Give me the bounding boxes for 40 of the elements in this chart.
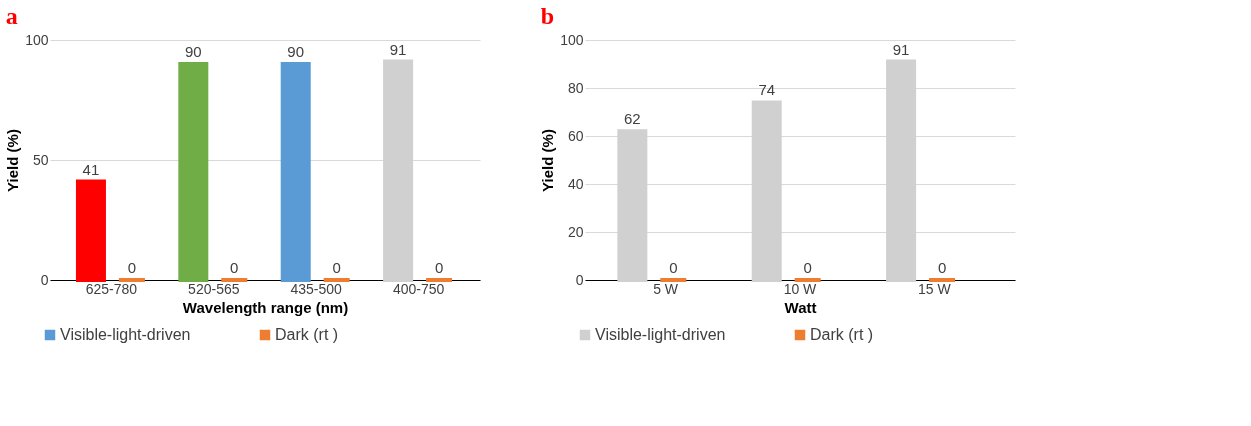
x-tick-label: 5 W bbox=[653, 280, 679, 297]
data-label: 0 bbox=[803, 259, 812, 276]
x-axis-title: Wavelength range (nm) bbox=[182, 298, 349, 316]
data-label: 0 bbox=[434, 259, 444, 276]
data-label: 0 bbox=[332, 259, 341, 276]
x-axis-title: Watt bbox=[784, 298, 817, 316]
y-tick-label: 100 bbox=[25, 31, 49, 48]
x-tick-label: 10 W bbox=[783, 280, 818, 297]
y-tick-label: 60 bbox=[567, 127, 584, 144]
y-tick-label: 100 bbox=[560, 31, 584, 48]
data-label: 0 bbox=[127, 259, 137, 276]
data-label: 0 bbox=[669, 259, 678, 276]
chart-title: a bbox=[5, 3, 18, 29]
y-axis-title: Yield (%) bbox=[4, 129, 22, 192]
data-label: 74 bbox=[758, 81, 776, 99]
x-tick-label: 15 W bbox=[918, 280, 952, 297]
data-label: 91 bbox=[892, 40, 910, 58]
x-tick-label: 625-780 bbox=[85, 280, 138, 297]
y-tick-label: 20 bbox=[567, 223, 584, 240]
y-tick-label: 0 bbox=[575, 271, 584, 288]
chart-title: b bbox=[540, 3, 554, 29]
data-label: 90 bbox=[287, 43, 305, 60]
x-tick-label: 400-750 bbox=[392, 280, 445, 297]
y-tick-label: 40 bbox=[567, 175, 584, 192]
data-label: 41 bbox=[82, 160, 100, 178]
legend-label: Visible-light-driven bbox=[595, 326, 726, 343]
data-label: 90 bbox=[184, 43, 202, 60]
y-tick-label: 50 bbox=[32, 151, 49, 168]
y-tick-label: 80 bbox=[567, 79, 584, 96]
y-axis-title: Yield (%) bbox=[539, 129, 557, 192]
y-tick-label: 0 bbox=[40, 271, 49, 288]
legend-label: Dark (rt ) bbox=[810, 326, 874, 343]
legend-label: Dark (rt ) bbox=[275, 326, 339, 343]
x-tick-label: 435-500 bbox=[290, 280, 343, 297]
legend-label: Visible-light-driven bbox=[60, 326, 191, 343]
data-label: 0 bbox=[937, 259, 947, 276]
data-label: 0 bbox=[230, 259, 239, 276]
data-label: 62 bbox=[624, 110, 641, 128]
data-label: 91 bbox=[389, 40, 407, 58]
x-tick-label: 520-565 bbox=[188, 280, 240, 297]
